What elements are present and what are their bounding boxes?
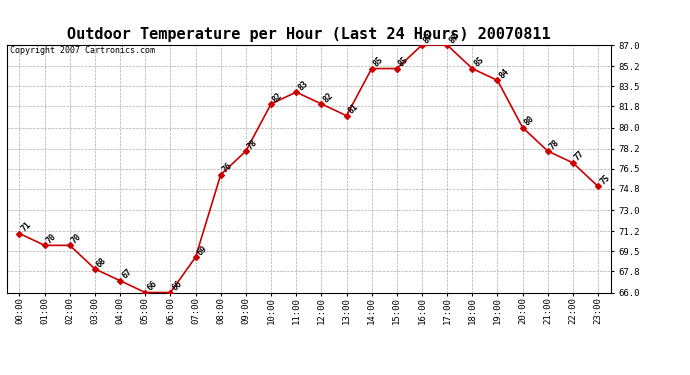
Text: 78: 78: [246, 138, 259, 151]
Text: 85: 85: [397, 55, 411, 69]
Text: 85: 85: [472, 55, 486, 69]
Text: 82: 82: [271, 90, 284, 104]
Text: 66: 66: [170, 279, 184, 292]
Text: 84: 84: [497, 67, 511, 80]
Text: 70: 70: [70, 232, 83, 245]
Text: 75: 75: [598, 173, 611, 186]
Text: 68: 68: [95, 255, 108, 269]
Text: 66: 66: [146, 279, 159, 292]
Text: 80: 80: [522, 114, 536, 128]
Text: 76: 76: [221, 161, 234, 175]
Text: 81: 81: [346, 102, 360, 116]
Text: Copyright 2007 Cartronics.com: Copyright 2007 Cartronics.com: [10, 46, 155, 55]
Text: 69: 69: [195, 244, 209, 257]
Text: 87: 87: [447, 32, 460, 45]
Text: 67: 67: [120, 267, 134, 281]
Text: 71: 71: [19, 220, 33, 234]
Text: 87: 87: [422, 32, 435, 45]
Text: 83: 83: [296, 79, 310, 92]
Text: 78: 78: [548, 138, 561, 151]
Text: 77: 77: [573, 149, 586, 163]
Text: 85: 85: [372, 55, 385, 69]
Title: Outdoor Temperature per Hour (Last 24 Hours) 20070811: Outdoor Temperature per Hour (Last 24 Ho…: [67, 27, 551, 42]
Text: 70: 70: [45, 232, 58, 245]
Text: 82: 82: [322, 90, 335, 104]
